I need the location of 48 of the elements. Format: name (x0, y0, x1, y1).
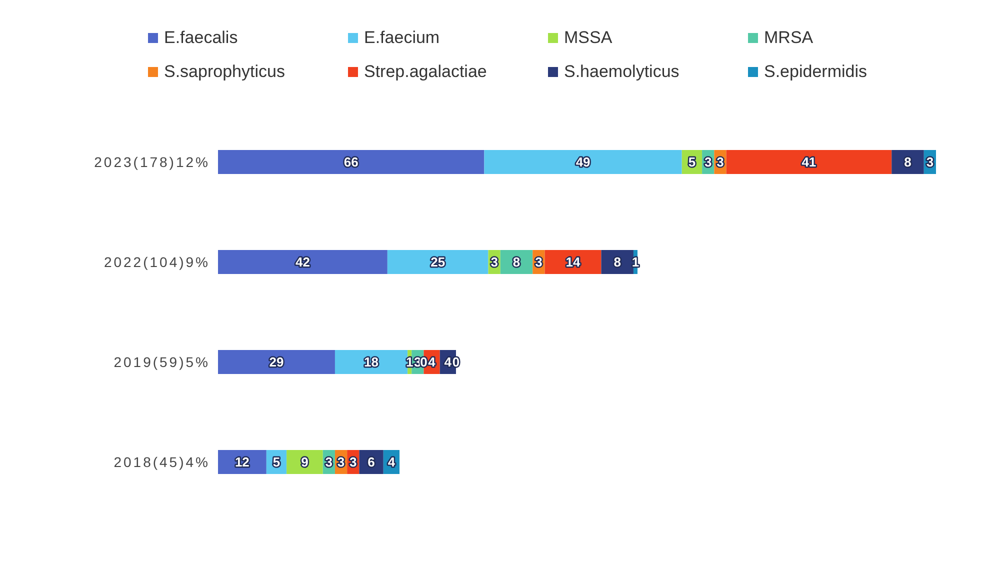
bar (726, 150, 892, 174)
data-label: 3 (704, 154, 712, 170)
legend-label: MSSA (563, 28, 614, 48)
bar (218, 150, 484, 174)
data-label: 8 (614, 254, 621, 270)
bar (387, 250, 488, 274)
data-label: 3 (325, 454, 333, 470)
legend-label: Strep.agalactiae (363, 62, 488, 82)
data-label: 14 (566, 254, 581, 270)
data-label: 3 (926, 154, 934, 170)
bar (218, 350, 335, 374)
data-label: 25 (430, 254, 446, 270)
legend-label: E.faecalis (163, 28, 239, 48)
bar (286, 450, 323, 474)
data-label: 5 (272, 454, 280, 470)
data-label: 29 (269, 354, 284, 370)
legend-label: MRSA (763, 28, 814, 48)
data-label: 49 (576, 154, 590, 170)
data-label: 0 (420, 354, 428, 370)
legend-label: E.faecium (363, 28, 441, 48)
data-label: 41 (802, 154, 816, 170)
y-tick-label: 2018(45)4% (114, 454, 210, 470)
data-label: 18 (364, 354, 379, 370)
data-label: 3 (716, 154, 724, 170)
data-label: 3 (490, 254, 498, 270)
legend-label: S.saprophyticus (163, 62, 286, 82)
data-label: 12 (234, 454, 250, 470)
bar (218, 250, 388, 274)
data-label: 0 (452, 354, 460, 370)
y-tick-label: 2019(59)5% (114, 354, 210, 370)
data-label: 6 (368, 454, 375, 470)
legend-label: S.epidermidis (763, 62, 868, 82)
y-tick-label: 2022(104)9% (104, 254, 210, 270)
data-label: 8 (904, 154, 912, 170)
y-tick-label: 2023(178)12% (94, 154, 210, 170)
data-label: 42 (295, 254, 310, 270)
data-label: 3 (350, 454, 357, 470)
data-label: 4 (428, 354, 436, 370)
data-label: 9 (301, 454, 308, 470)
data-label: 5 (688, 154, 696, 170)
data-label: 4 (444, 354, 452, 370)
data-label: 66 (344, 154, 358, 170)
data-label: 8 (512, 254, 520, 270)
legend-label: S.haemolyticus (563, 62, 680, 82)
data-label: 3 (535, 254, 542, 270)
bar (484, 150, 682, 174)
data-label: 4 (388, 454, 396, 470)
data-label: 3 (337, 454, 345, 470)
